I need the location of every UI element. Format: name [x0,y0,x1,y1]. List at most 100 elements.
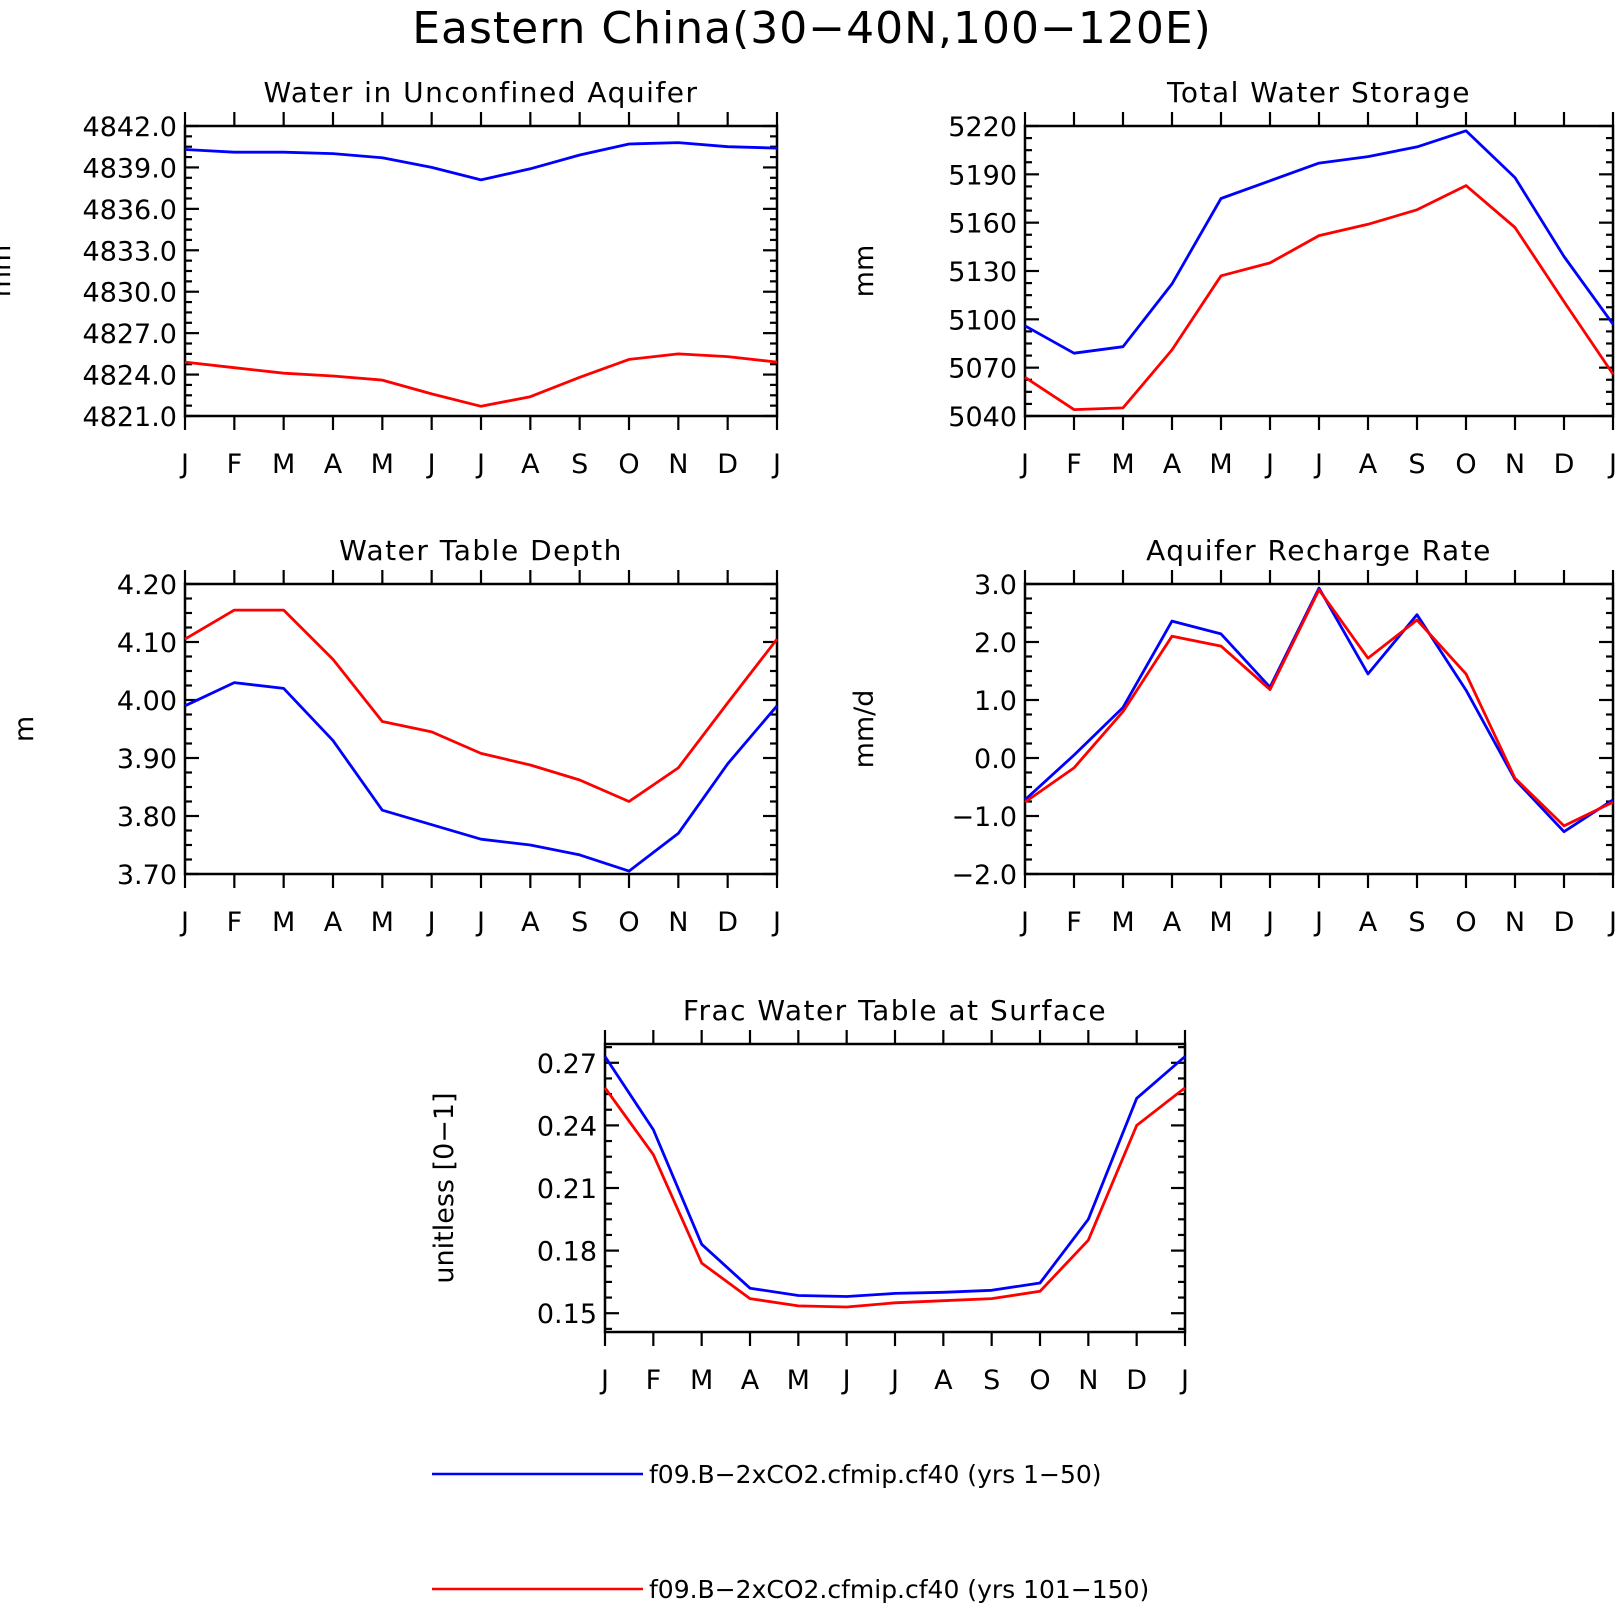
panel-4-ytick-label: 1.0 [974,686,1017,717]
panel-5-series-2-line [603,1086,1186,1309]
panel-1-ytick-label: 4833.0 [83,236,177,267]
panel-1-month-label: A [324,449,343,480]
panel-2-month-label: S [1408,449,1425,480]
panel-2-ytick-label: 5070 [948,354,1017,385]
panel-3-month-label: A [324,907,343,938]
panel-2-ytick-label: 5100 [948,305,1017,336]
panel-3-month-label: F [227,907,243,938]
panel-4-ytick-label: −2.0 [951,860,1017,891]
panel-2-month-label: M [1209,449,1232,480]
panel-5-month-label: J [841,1365,851,1396]
panel-4-month-label: F [1066,907,1082,938]
panel-2-ytick-label: 5130 [948,257,1017,288]
panel-4-month-label: J [1607,907,1617,938]
panel-1-month-label: F [227,449,243,480]
panel-5-ytick-label: 0.15 [537,1299,597,1330]
panel-3-ytick-label: 4.10 [117,628,177,659]
legend-label-series-2: f09.B−2xCO2.cfmip.cf40 (yrs 101−150) [649,1575,1149,1604]
panel-5-ytick-label: 0.18 [537,1237,597,1268]
panel-5-month-label: J [889,1365,899,1396]
panel-3-month-label: N [668,907,688,938]
panel-4-month-label: S [1408,907,1425,938]
panel-3-series-1-line [184,681,779,873]
panel-3-month-label: D [717,907,738,938]
panel-2-month-label: J [1607,449,1617,480]
panel-4-month-label: J [1313,907,1323,938]
panel-1-ytick-label: 4830.0 [83,278,177,309]
panel-1-ylabel: mm [0,245,17,298]
panel-3-series-2-line [184,608,779,803]
panel-1: Water in Unconfined Aquifer mm 4821.0 4824.… [0,76,781,480]
panel-4-frame [1023,582,1615,876]
panel-1-month-label: A [521,449,540,480]
panel-1-month-label: D [717,449,738,480]
panel-2-month-label: F [1066,449,1082,480]
panel-3-ytick-label: 3.90 [117,744,177,775]
panel-2-ytick-label: 5190 [948,160,1017,191]
panel-4-ytick-label: −1.0 [951,802,1017,833]
panel-5-month-label: S [983,1365,1000,1396]
panel-1-ytick-label: 4824.0 [83,361,177,392]
panel-5-title: Frac Water Table at Surface [683,994,1107,1027]
panel-2-month-label: O [1455,449,1476,480]
panel-5: Frac Water Table at Surface unitless [0−1… [429,994,1189,1396]
panel-4-month-label: A [1163,907,1182,938]
panel-5-month-label: O [1029,1365,1050,1396]
panel-5-month-label: M [690,1365,713,1396]
panel-3-month-label: J [426,907,436,938]
panel-2-month-label: A [1163,449,1182,480]
panels: Water in Unconfined Aquifer mm 4821.0 4824.… [0,76,1617,1396]
panel-4-ytick-label: 0.0 [974,744,1017,775]
panel-5-month-label: M [787,1365,810,1396]
panel-3-month-label: O [618,907,639,938]
panel-4-series-2-line [1024,588,1614,828]
panel-4-month-label: J [1019,907,1029,938]
panel-1-ytick-label: 4836.0 [83,195,177,226]
panel-3-month-label: M [272,907,295,938]
panel-5-month-label: F [646,1365,662,1396]
panel-5-month-label: N [1078,1365,1098,1396]
panel-1-series-1-line [184,141,778,182]
panel-1-month-label: J [771,449,781,480]
panel-2-frame [1023,124,1615,418]
panel-1-month-label: J [179,449,189,480]
panel-3-ytick-label: 4.20 [117,570,177,601]
panel-5-ytick-label: 0.21 [537,1174,597,1205]
panel-4-ytick-label: 3.0 [974,570,1017,601]
panel-5-month-label: J [1179,1365,1189,1396]
panel-4-month-label: M [1209,907,1232,938]
panel-2-ytick-label: 5160 [948,209,1017,240]
panel-2-ylabel: mm [849,245,880,298]
panel-5-frame [603,1042,1187,1334]
panel-4: Aquifer Recharge Rate mm/d −2.0 −1.0 0.0 1.0 2… [849,534,1617,938]
panel-4-series-1-line [1024,586,1614,834]
panel-4-month-label: D [1554,907,1575,938]
panel-3-month-label: A [521,907,540,938]
panel-1-month-label: O [618,449,639,480]
panel-1-month-label: M [371,449,394,480]
panel-2: Total Water Storage mm 5040 5070 5100 5130 516… [849,76,1617,480]
panel-1-title: Water in Unconfined Aquifer [264,76,699,109]
panel-5-ylabel: unitless [0−1] [429,1092,460,1283]
panel-1-ytick-label: 4821.0 [83,402,177,433]
panel-3-title: Water Table Depth [339,534,623,567]
panel-1-month-label: N [668,449,688,480]
panel-2-series-2-line [1024,184,1615,412]
legend: f09.B−2xCO2.cfmip.cf40 (yrs 1−50) f09.B−… [432,1460,1149,1604]
panel-3-frame [183,582,779,876]
panel-3: Water Table Depth m 3.70 3.80 3.90 4.00 4.10 4.… [9,534,781,938]
panel-1-series-2-line [184,352,778,408]
panel-1-month-label: M [272,449,295,480]
panel-1-ytick-label: 4827.0 [83,319,177,350]
panel-3-ylabel: m [9,716,40,742]
panel-1-month-label: J [475,449,485,480]
panel-2-month-label: D [1554,449,1575,480]
panel-4-month-label: A [1359,907,1378,938]
panel-2-ytick-label: 5040 [948,402,1017,433]
panel-2-month-label: A [1359,449,1378,480]
figure-title: Eastern China(30−40N,100−120E) [412,3,1212,54]
panel-5-month-label: A [934,1365,953,1396]
panel-2-series-1-line [1024,129,1615,355]
panel-3-month-label: J [475,907,485,938]
